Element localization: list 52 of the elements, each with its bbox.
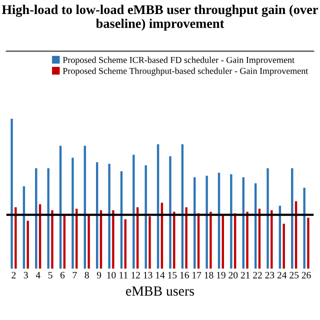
bar bbox=[14, 207, 17, 269]
bar bbox=[169, 156, 172, 269]
bar bbox=[132, 154, 135, 269]
x-tick-label: 16 bbox=[180, 272, 189, 278]
bar bbox=[185, 207, 188, 269]
x-tick-label: 14 bbox=[156, 272, 165, 278]
x-tick-label: 17 bbox=[192, 272, 202, 278]
chart-title: High-load to low-load eMBB user throughput gain (over baseline) improvement bbox=[2, 4, 318, 31]
bar bbox=[108, 164, 110, 269]
bar bbox=[124, 219, 126, 269]
x-tick-label: 25 bbox=[290, 272, 299, 278]
x-tick-label: 18 bbox=[204, 272, 214, 278]
bar bbox=[72, 158, 74, 269]
bar bbox=[26, 220, 29, 269]
bar bbox=[282, 224, 285, 269]
x-tick-label: 5 bbox=[48, 272, 52, 278]
bar bbox=[230, 174, 232, 269]
x-axis-title: eMBB users bbox=[126, 286, 194, 296]
legend-label: Proposed Scheme ICR-based FD scheduler - Gain Improvement bbox=[62, 56, 295, 65]
bar bbox=[307, 218, 310, 269]
x-tick-label: 9 bbox=[96, 272, 102, 278]
bar bbox=[246, 212, 248, 269]
x-tick-label: 3 bbox=[24, 272, 28, 278]
x-tick-label: 7 bbox=[72, 272, 77, 278]
legend-label: Proposed Scheme Throughput-based scheduler - Gain Improvement bbox=[62, 68, 308, 76]
x-tick-label: 8 bbox=[84, 272, 89, 278]
x-tick-label: 6 bbox=[60, 272, 65, 278]
x-tick-label: 21 bbox=[240, 272, 250, 278]
bar bbox=[210, 212, 212, 269]
bar bbox=[10, 118, 13, 269]
x-tick-label: 22 bbox=[253, 272, 262, 278]
bar bbox=[303, 188, 306, 269]
x-tick-label: 20 bbox=[228, 272, 238, 278]
x-tick-label: 10 bbox=[107, 272, 116, 278]
x-tick-label: 11 bbox=[120, 272, 128, 278]
bar bbox=[88, 214, 90, 269]
x-tick-label: 24 bbox=[277, 272, 287, 278]
x-tick-label: 2 bbox=[12, 272, 16, 278]
bar bbox=[266, 168, 269, 269]
x-tick-label: 4 bbox=[36, 272, 40, 278]
bar bbox=[51, 210, 54, 269]
x-tick-label: 19 bbox=[216, 272, 226, 278]
bar bbox=[47, 168, 50, 269]
x-tick-label: 23 bbox=[265, 272, 274, 278]
x-tick-label: 13 bbox=[144, 272, 152, 278]
bar bbox=[112, 210, 114, 269]
x-tick-label: 26 bbox=[302, 272, 311, 278]
bar bbox=[148, 216, 151, 269]
x-tick-label: 12 bbox=[132, 272, 140, 278]
bar bbox=[270, 210, 273, 269]
bar bbox=[206, 176, 208, 269]
x-tick-label: 15 bbox=[168, 272, 177, 278]
